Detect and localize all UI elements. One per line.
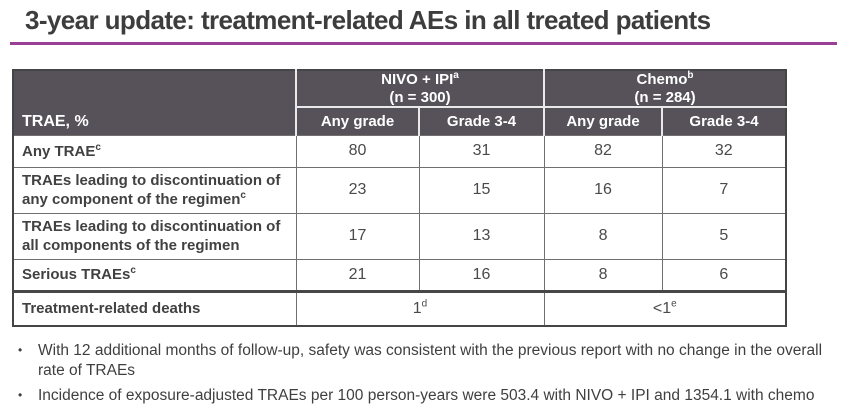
bullet-item: • With 12 additional months of follow-up… [18, 341, 838, 381]
group-label: Chemo [636, 71, 688, 88]
row-label: TRAEs leading to discontinuation of all … [22, 217, 281, 255]
table-row: TRAEs leading to discontinuation of any … [12, 166, 787, 214]
sub-header-row: Any grade Grade 3-4 Any grade Grade 3-4 [13, 107, 787, 136]
footnote-sup: c [130, 265, 136, 277]
value-cell: 6 [661, 258, 787, 292]
deaths-row: Treatment-related deaths 1d <1e [12, 289, 787, 327]
table-row: Serious TRAEsc 21 16 8 6 [12, 258, 787, 292]
footnote-sup: c [95, 141, 101, 153]
value-cell: 16 [418, 258, 545, 292]
deaths-value-chemo: <1e [543, 289, 787, 327]
value-cell: 8 [543, 258, 663, 292]
value-cell: 7 [661, 166, 787, 214]
group-header-row: TRAE, % NIVO + IPIa (n = 300) Chemob (n … [13, 70, 787, 136]
row-label: TRAEs leading to discontinuation of any … [22, 171, 281, 209]
deaths-value: <1 [652, 300, 672, 318]
value-cell: 5 [661, 212, 787, 260]
group-header-nivo-ipi: NIVO + IPIa (n = 300) [294, 70, 545, 109]
value-cell: 21 [295, 258, 420, 292]
deaths-value-nivo-ipi: 1d [295, 289, 545, 327]
row-label-cell: Serious TRAEsc [12, 258, 297, 292]
footnote-sup: e [671, 298, 677, 310]
page-title: 3-year update: treatment-related AEs in … [25, 5, 711, 35]
bullet-icon: • [18, 343, 23, 357]
value-cell: 23 [295, 166, 420, 214]
group-name-line: Chemob [545, 71, 785, 89]
footnote-sup: d [421, 298, 428, 310]
value-cell: 82 [543, 134, 663, 168]
row-label-cell: TRAEs leading to discontinuation of all … [12, 212, 297, 260]
bullet-text: Incidence of exposure-adjusted TRAEs per… [38, 386, 815, 404]
bullet-icon: • [18, 387, 23, 402]
corner-label: TRAE, % [22, 112, 89, 130]
row-label-cell: Treatment-related deaths [12, 289, 297, 327]
group-header-chemo: Chemob (n = 284) [543, 70, 787, 109]
row-label-cell: TRAEs leading to discontinuation of any … [12, 166, 297, 214]
bullet-item: • Incidence of exposure-adjusted TRAEs p… [18, 386, 838, 406]
table-row: Any TRAEc 80 31 82 32 [12, 134, 787, 168]
table-header: TRAE, % NIVO + IPIa (n = 300) Chemob (n … [13, 70, 787, 136]
group-label: NIVO + IPI [381, 71, 454, 88]
group-name-line: NIVO + IPIa [297, 71, 543, 89]
group-n-line: (n = 300) [389, 88, 451, 106]
footnote-sup: c [240, 190, 246, 202]
deaths-value: 1 [412, 300, 422, 318]
footnote-sup: a [453, 70, 459, 81]
sub-header-any-grade-chemo: Any grade [543, 107, 663, 136]
value-cell: 13 [418, 212, 545, 260]
sub-header-grade-3-4-nivo: Grade 3-4 [417, 107, 545, 136]
title-underline [10, 42, 837, 45]
corner-header-cell: TRAE, % [13, 70, 296, 136]
sub-header-any-grade-nivo: Any grade [295, 107, 419, 136]
value-cell: 8 [543, 212, 663, 260]
value-cell: 15 [418, 166, 545, 214]
table-body: Any TRAEc 80 31 82 32 TRAEs leading to d… [12, 134, 787, 327]
row-label-cell: Any TRAEc [12, 134, 297, 168]
value-cell: 31 [418, 134, 545, 168]
value-cell: 32 [661, 134, 787, 168]
sub-header-grade-3-4-chemo: Grade 3-4 [661, 107, 787, 136]
value-cell: 17 [295, 212, 420, 260]
value-cell: 16 [543, 166, 663, 214]
row-label: Any TRAE [22, 142, 96, 160]
footnote-sup: b [687, 70, 694, 81]
row-label: Serious TRAEs [22, 266, 131, 284]
group-n-line: (n = 284) [634, 88, 696, 106]
bullet-text: With 12 additional months of follow-up, … [38, 342, 823, 379]
footnote-bullets: • With 12 additional months of follow-up… [18, 341, 838, 410]
value-cell: 80 [295, 134, 420, 168]
trae-table: TRAE, % NIVO + IPIa (n = 300) Chemob (n … [12, 69, 788, 328]
table-row: TRAEs leading to discontinuation of all … [12, 212, 787, 260]
